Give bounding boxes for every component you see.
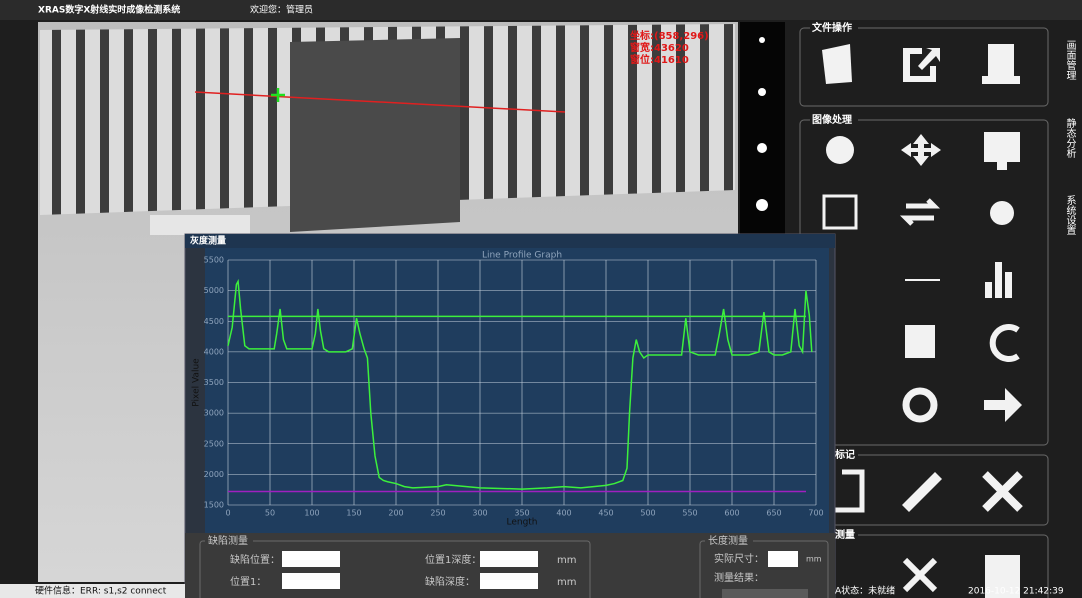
thumb-dot[interactable] [756,199,768,211]
field-label: 缺陷深度： [425,575,475,588]
button[interactable] [722,589,808,598]
unit: mm [806,555,822,564]
open-icon[interactable] [822,44,852,84]
bright-icon[interactable] [990,201,1014,225]
x-tick-label: 300 [472,509,487,518]
y-tick-label: 1500 [204,501,224,510]
group-label: 文件操作 [812,21,852,34]
xray-base [150,215,250,235]
x-tick-label: 0 [225,509,230,518]
x-tick-label: 550 [682,509,697,518]
field-label: 位置1深度： [425,553,481,566]
y-tick-label: 5000 [204,286,224,295]
y-axis-label: Pixel Value [192,358,202,407]
side-tab[interactable]: 画面管理 [1064,40,1076,80]
x-tick-label: 50 [265,509,275,518]
xray-block [290,38,460,232]
text-input[interactable] [768,551,798,567]
overlay-text: 窗位:41610 [630,53,689,66]
chart-title: Line Profile Graph [482,251,562,261]
field-label: 实际尺寸： [714,552,764,565]
dialog-title: 灰度测量 [190,235,226,247]
group-label: 图像处理 [812,113,852,126]
y-tick-label: 4000 [204,347,224,356]
page: {"header": {"title": "XRAS数字X射线实时成像检测系统"… [0,0,1082,598]
x-tick-label: 600 [724,509,739,518]
x-axis-label: Length [506,518,537,528]
auto-icon[interactable] [826,136,854,164]
x-tick-label: 650 [766,509,781,518]
status-hardware: 硬件信息：ERR: s1,s2 connect [35,585,167,597]
side-tab[interactable]: 静态分析 [1064,117,1076,159]
text-input[interactable] [282,551,340,567]
app-title: XRAS数字X射线实时成像检测系统 [38,4,180,16]
y-tick-label: 5500 [204,256,224,265]
x-tick-label: 450 [598,509,613,518]
status-state: A状态：未就绪 [835,585,895,597]
welcome: 欢迎您：管理员 [250,4,313,16]
dialog-titlebar [185,234,835,248]
overlay-text: 坐标:(858,296) [630,29,709,42]
y-tick-label: 4500 [204,317,224,326]
thumb-dot[interactable] [758,88,766,96]
unit: mm [557,577,576,588]
y-tick-label: 2500 [204,439,224,448]
text-input[interactable] [282,573,340,589]
x-tick-label: 350 [514,509,529,518]
group-label: 缺陷测量 [208,534,248,547]
x-tick-label: 500 [640,509,655,518]
thumb-dot[interactable] [759,37,765,43]
grid-icon[interactable] [905,325,935,358]
x-tick-label: 150 [346,509,361,518]
chart: Line Profile Graph1500200025003000350040… [192,248,830,533]
text-input[interactable] [480,573,538,589]
text-input[interactable] [480,551,538,567]
x-tick-label: 700 [808,509,823,518]
overlay-text: 窗宽:43620 [630,41,689,54]
y-tick-label: 2000 [204,470,224,479]
group-label: 标记 [834,448,855,461]
x-tick-label: 200 [388,509,403,518]
thumb-dot[interactable] [757,143,767,153]
unit: mm [557,555,576,566]
x-tick-label: 100 [304,509,319,518]
field-label: 缺陷位置： [230,553,280,566]
x-tick-label: 250 [430,509,445,518]
field-label: 测量结果： [714,571,764,584]
y-tick-label: 3500 [204,378,224,387]
y-tick-label: 3000 [204,409,224,418]
screen: XRAS数字X射线实时成像检测系统 欢迎您：管理员 坐标:(858,296) 窗… [0,0,1082,598]
group-label: 长度测量 [708,534,748,547]
side-tab[interactable]: 系统设置 [1064,195,1076,235]
x-tick-label: 400 [556,509,571,518]
status-time: 2016-10-12 21:42:39 [968,587,1064,597]
field-label: 位置1： [230,575,266,588]
group-label: 测量 [835,528,855,541]
